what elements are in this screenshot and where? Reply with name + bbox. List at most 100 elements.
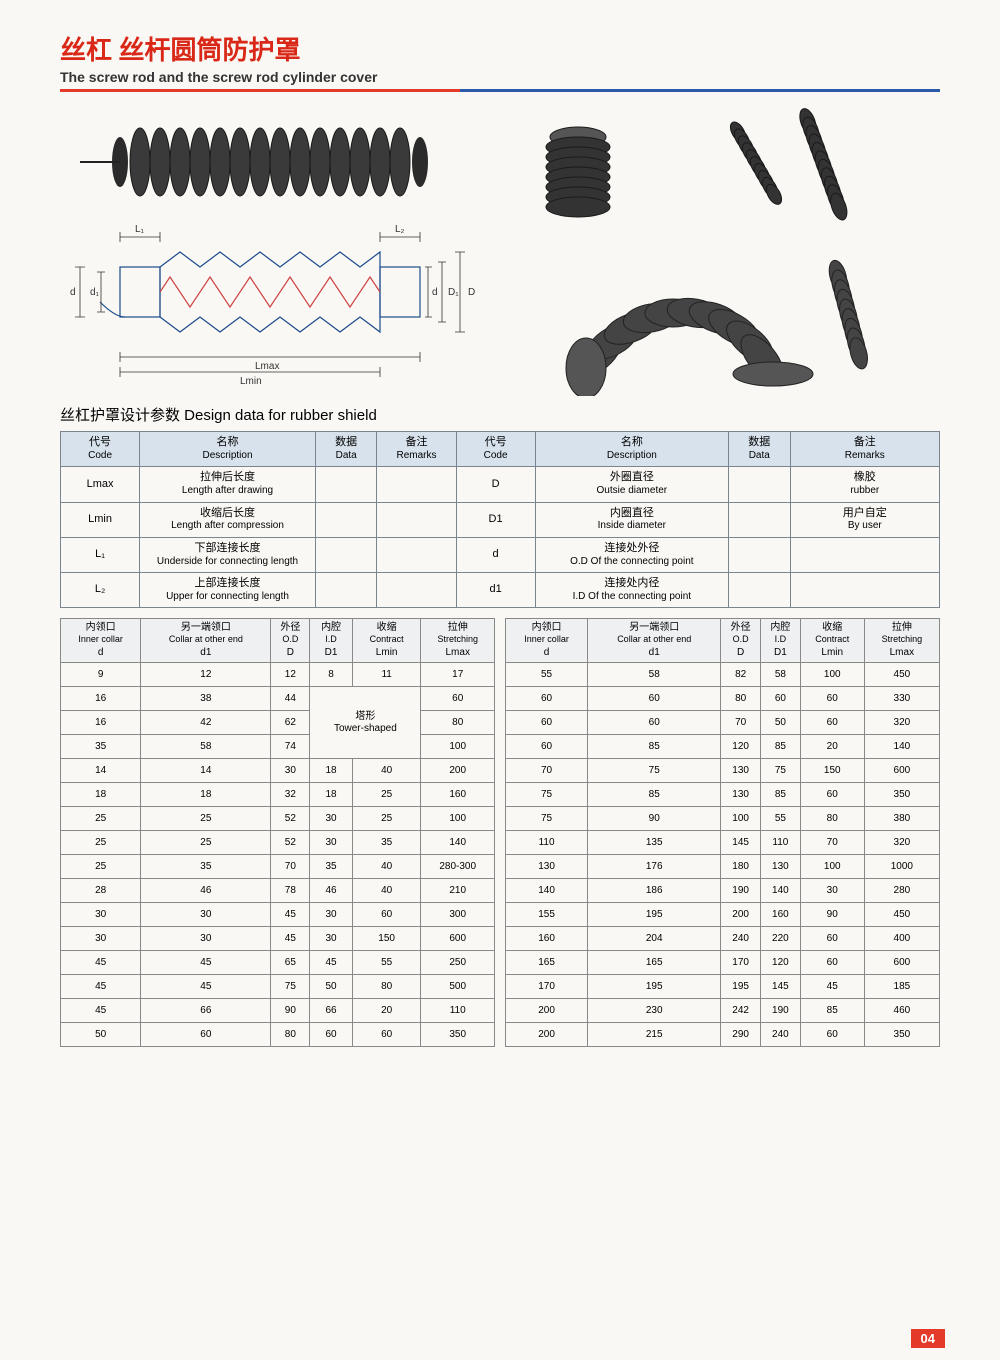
table-cell: 165 <box>588 951 721 975</box>
table-cell: 40 <box>352 855 421 879</box>
diagram-icon: L₁ L₂ d d₁ D D₁ d Lmax Lmin <box>60 222 480 392</box>
table-cell: 380 <box>864 807 939 831</box>
table-cell: 130 <box>761 855 801 879</box>
table-cell: 60 <box>506 735 588 759</box>
table-header-cell: 代号Code <box>61 432 140 467</box>
table-row: Lmax拉伸后长度Length after drawingD外圈直径Outsie… <box>61 467 940 502</box>
table-header-row: 代号Code名称Description数据Data备注Remarks代号Code… <box>61 432 940 467</box>
table-cell: 90 <box>271 999 310 1023</box>
table-cell: 74 <box>271 735 310 759</box>
table-cell: 46 <box>310 879 353 903</box>
table-cell: 320 <box>864 831 939 855</box>
table-body: 5558825810045060608060603306060705060320… <box>506 663 940 1047</box>
table-cell: 45 <box>141 951 271 975</box>
table-cell: 30 <box>310 927 353 951</box>
table-cell: 250 <box>421 951 495 975</box>
table-cell: 100 <box>421 807 495 831</box>
table-cell: 160 <box>421 783 495 807</box>
table-cell: 16 <box>61 711 141 735</box>
table-cell: 210 <box>421 879 495 903</box>
curved-bellows-icon <box>498 246 918 396</box>
table-cell: 30 <box>61 903 141 927</box>
table-cell: 44 <box>271 687 310 711</box>
product-photo-top-right <box>498 102 918 242</box>
label-Lmax: Lmax <box>255 361 279 372</box>
table-cell: 290 <box>721 1023 761 1047</box>
table-cell: 350 <box>421 1023 495 1047</box>
table-cell: 55 <box>352 951 421 975</box>
table-row: L₁下部连接长度Underside for connecting lengthd… <box>61 537 940 572</box>
table-cell: 100 <box>800 663 864 687</box>
table-row: 60851208520140 <box>506 735 940 759</box>
table-cell: 60 <box>141 1023 271 1047</box>
table-cell: 45 <box>61 975 141 999</box>
table-cell: 60 <box>800 687 864 711</box>
table-cell: 75 <box>506 783 588 807</box>
table-cell: 45 <box>271 903 310 927</box>
table-cell: 186 <box>588 879 721 903</box>
table-row: 2846784640210 <box>61 879 495 903</box>
page-title-cn: 丝杠 丝杆圆筒防护罩 <box>60 30 940 67</box>
table-cell: 75 <box>761 759 801 783</box>
table-cell: 58 <box>761 663 801 687</box>
table-cell: 60 <box>800 1023 864 1047</box>
table-cell: 40 <box>352 879 421 903</box>
table-cell: 30 <box>271 759 310 783</box>
table-cell: 75 <box>271 975 310 999</box>
table-cell: 8 <box>310 663 353 687</box>
product-photo-left <box>60 102 480 222</box>
label-L1: L₁ <box>135 224 145 235</box>
table-cell: 400 <box>864 927 939 951</box>
table-cell: 25 <box>61 807 141 831</box>
table-header-cell: 内腔I.DD1 <box>761 619 801 663</box>
data-table-right: 内领口Inner collard另一端领口Collar at other end… <box>505 618 940 1047</box>
table-cell: 110 <box>421 999 495 1023</box>
table-cell: 60 <box>800 951 864 975</box>
table-header-cell: 代号Code <box>456 432 535 467</box>
table-cell: 25 <box>352 807 421 831</box>
table-cell: 145 <box>761 975 801 999</box>
table-row: 1414301840200 <box>61 759 495 783</box>
table-cell: 20 <box>800 735 864 759</box>
table-cell: 30 <box>141 927 271 951</box>
table-row: 3030453060300 <box>61 903 495 927</box>
table-row: 5060806060350 <box>61 1023 495 1047</box>
table-row: 1818321825160 <box>61 783 495 807</box>
table-cell: 240 <box>721 927 761 951</box>
table-cell: 78 <box>271 879 310 903</box>
section-title: 丝杠护罩设计参数 Design data for rubber shield <box>60 404 940 425</box>
technical-diagram: L₁ L₂ d d₁ D D₁ d Lmax Lmin <box>60 222 480 392</box>
table-cell: 18 <box>141 783 271 807</box>
table-cell: 150 <box>352 927 421 951</box>
table-cell: 30 <box>310 903 353 927</box>
table-cell: 62 <box>271 711 310 735</box>
table-cell: 145 <box>721 831 761 855</box>
table-cell: 25 <box>352 783 421 807</box>
table-cell: 60 <box>800 711 864 735</box>
table-row: 4545755080500 <box>61 975 495 999</box>
table-cell: 18 <box>310 759 353 783</box>
table-header-cell: 数据Data <box>729 432 791 467</box>
image-row: L₁ L₂ d d₁ D D₁ d Lmax Lmin <box>60 102 940 396</box>
table-cell: 600 <box>864 759 939 783</box>
data-tables-wrap: 内领口Inner collard另一端领口Collar at other end… <box>60 618 940 1047</box>
table-cell: 45 <box>310 951 353 975</box>
table-row: L₂上部连接长度Upper for connecting lengthd1连接处… <box>61 573 940 608</box>
table-header-cell: 收缩ContractLmin <box>352 619 421 663</box>
label-d: d <box>70 287 76 298</box>
table-cell: 200 <box>421 759 495 783</box>
table-cell: 32 <box>271 783 310 807</box>
table-cell: 60 <box>506 687 588 711</box>
table-row: 6060705060320 <box>506 711 940 735</box>
table-cell: 200 <box>721 903 761 927</box>
table-row: 16426280 <box>61 711 495 735</box>
table-cell: 25 <box>141 831 271 855</box>
table-cell: 45 <box>61 999 141 1023</box>
table-row: 55588258100450 <box>506 663 940 687</box>
label-D: D <box>468 287 475 298</box>
table-cell: 17 <box>421 663 495 687</box>
table-cell: 40 <box>352 759 421 783</box>
table-cell: 170 <box>721 951 761 975</box>
table-cell: 330 <box>864 687 939 711</box>
table-cell: 82 <box>721 663 761 687</box>
